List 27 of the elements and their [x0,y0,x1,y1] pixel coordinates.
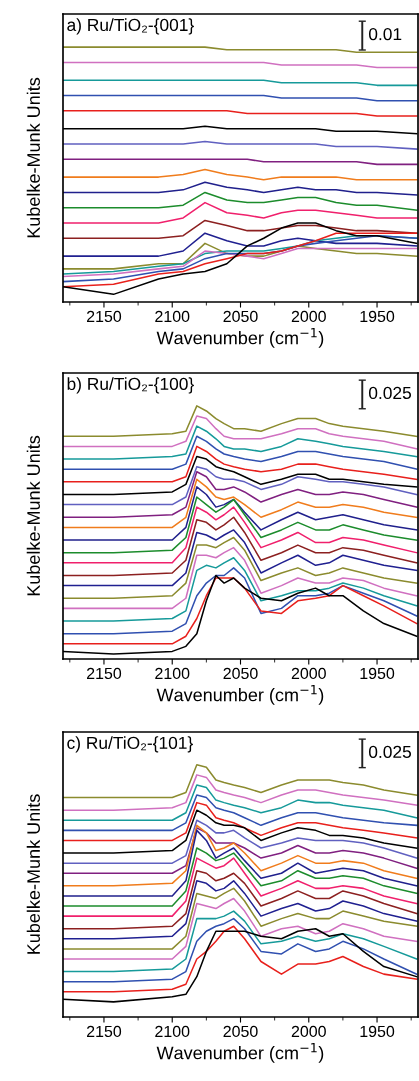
x-tick-label: 2000 [291,310,326,323]
y-axis-title: Kubelke-Munk Units [26,435,40,596]
x-axis-title: Wavenumber (cm$^{−1}$) [156,1043,324,1063]
x-tick-label: 2150 [87,1025,122,1038]
x-tick-label: 2100 [155,310,190,323]
chart-title: c) Ru/TiO₂-{101} [67,736,193,753]
x-tick-label: 1950 [360,667,395,680]
x-tick-label: 1950 [360,1025,395,1038]
y-axis-title: Kubelke-Munk Units [26,794,40,954]
x-tick-label: 2150 [87,310,122,323]
text: 0.025 [368,745,412,759]
x-tick-label: 2100 [155,1025,190,1038]
x-tick-label: 2000 [291,667,326,680]
text: 0.025 [368,386,412,400]
x-axis-title: Wavenumber (cm$^{−1}$) [156,328,324,348]
x-tick-label: 2050 [223,310,258,323]
x-tick-label: 2050 [223,667,258,680]
x-tick-label: 2100 [155,667,190,680]
text: 0.01 [368,27,402,41]
x-tick-label: 2000 [291,1025,326,1038]
y-axis-title: Kubelke-Munk Units [26,77,40,238]
x-tick-label: 2150 [87,667,122,680]
x-tick-label: 1950 [360,310,395,323]
x-axis-title: Wavenumber (cm$^{−1}$) [156,685,324,705]
chart-title: b) Ru/TiO₂-{100} [67,377,194,394]
chart-title: a) Ru/TiO₂-{001} [67,18,194,35]
x-tick-label: 2050 [223,1025,258,1038]
